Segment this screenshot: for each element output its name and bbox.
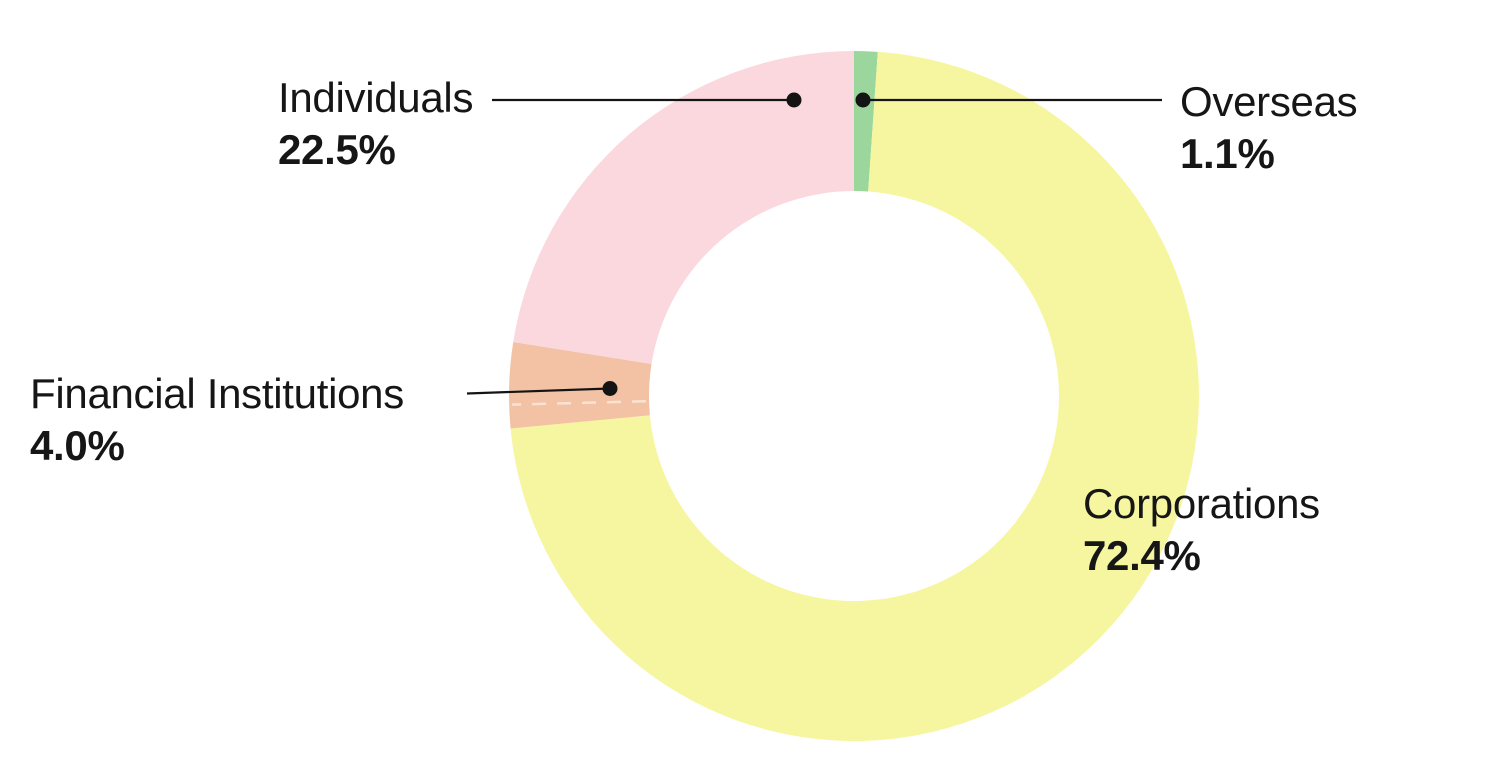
overseas-label: Overseas	[1180, 78, 1358, 125]
segment-divider-line	[512, 399, 647, 406]
financial-institutions-label: Financial Institutions	[30, 370, 404, 417]
segment-individuals	[513, 51, 854, 364]
corporations-callout: Corporations 72.4%	[1083, 478, 1320, 582]
segment-corporations	[510, 51, 1199, 742]
leader-dot-financial	[602, 381, 618, 396]
financial-institutions-value: 4.0%	[30, 422, 125, 469]
overseas-value: 1.1%	[1180, 130, 1275, 177]
overseas-callout: Overseas 1.1%	[1180, 76, 1358, 180]
leader-dot-individuals	[786, 92, 802, 108]
individuals-callout: Individuals 22.5%	[278, 72, 473, 176]
individuals-value: 22.5%	[278, 126, 396, 173]
leader-dot-overseas	[855, 92, 871, 108]
leader-line-financial	[466, 387, 611, 395]
corporations-label: Corporations	[1083, 480, 1320, 527]
segment-financial_institutions	[509, 342, 652, 429]
corporations-value: 72.4%	[1083, 532, 1201, 579]
financial-institutions-callout: Financial Institutions 4.0%	[30, 368, 404, 472]
segment-overseas	[854, 51, 878, 192]
individuals-label: Individuals	[278, 74, 474, 121]
